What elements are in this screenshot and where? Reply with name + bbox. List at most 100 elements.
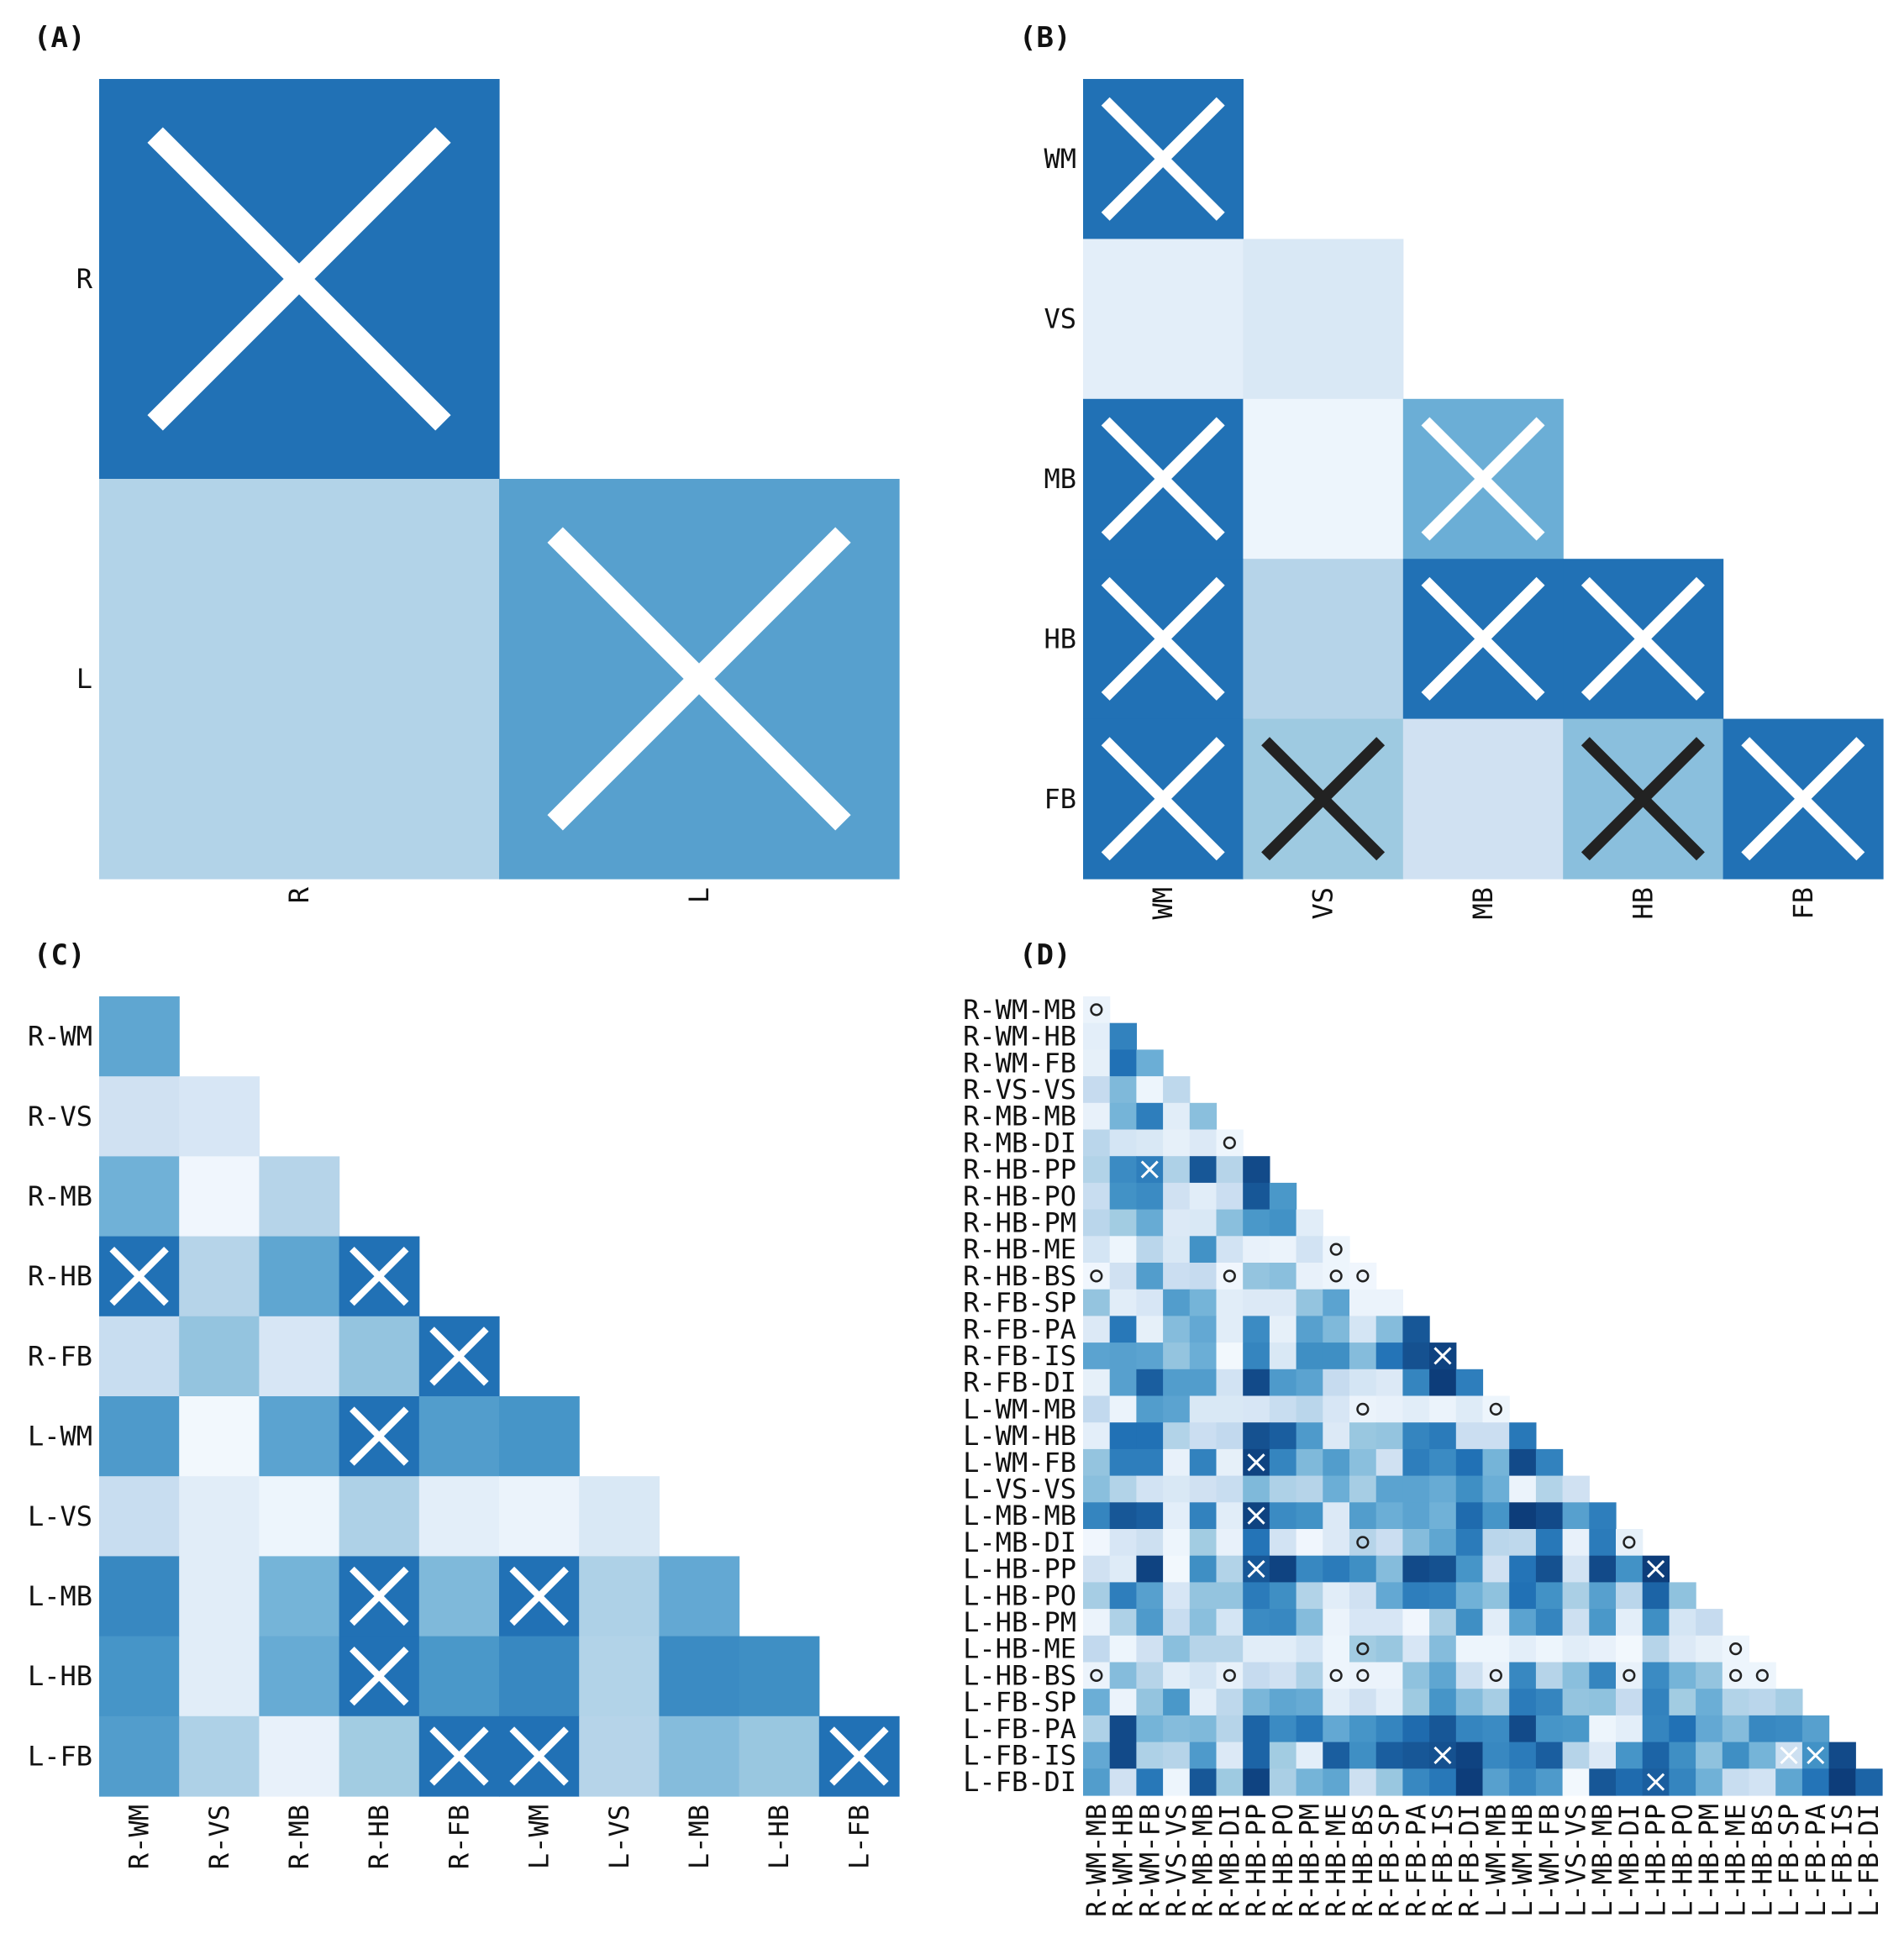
heatmap-cell [579,1636,660,1717]
x-tick-label: R-FB [443,1805,475,1869]
heatmap-cell [1189,1263,1218,1290]
heatmap-cell [1589,1582,1617,1610]
heatmap-cell [1349,1555,1377,1583]
heatmap-cell [1243,559,1404,720]
heatmap-cell [1083,1502,1111,1530]
y-tick-label: R-MB-DI [963,1127,1076,1159]
heatmap-cell [1269,1475,1297,1503]
y-tick-label: R-WM-FB [963,1047,1076,1079]
heatmap-cell [1375,1609,1403,1637]
significance-x-mark [1140,1160,1159,1179]
heatmap-cell [1296,1662,1323,1689]
heatmap-cell [1269,1263,1297,1290]
heatmap-cell [1535,1448,1564,1477]
heatmap-cell [1535,1529,1564,1557]
heatmap-cell [1189,1475,1218,1503]
y-tick-label: R [76,263,93,295]
panel-label-d: (D) [1019,938,1070,972]
heatmap-cell [1189,1422,1218,1450]
heatmap-cell [1642,1715,1670,1743]
y-tick-label: L-HB-ME [963,1633,1076,1665]
heatmap-cell [1722,1768,1750,1796]
heatmap-cell [1509,1448,1537,1477]
heatmap-cell [1216,1342,1244,1370]
x-tick-label: L-MB [683,1805,715,1869]
significance-o-mark [1755,1668,1769,1682]
heatmap-cell [418,1556,500,1637]
heatmap-cell [1109,1529,1137,1557]
panel-label-c: (C) [34,938,85,972]
heatmap-cell [1323,1395,1350,1423]
heatmap-cell [259,1476,340,1557]
heatmap-cell [1189,1555,1218,1583]
x-tick-label: L-HB-PO [1666,1804,1698,1917]
heatmap-cell [1642,1582,1670,1610]
heatmap-cell [1296,1395,1323,1423]
heatmap-cell [1323,1236,1350,1264]
heatmap-cell [1243,1342,1270,1370]
x-tick-label: L-WM [523,1805,555,1869]
significance-x-mark [350,1647,409,1706]
heatmap-cell [1216,1182,1244,1211]
x-tick-label: HB [1627,887,1659,920]
heatmap-cell [1163,1582,1191,1610]
y-tick-label: R-FB-IS [963,1340,1076,1372]
heatmap-cell [1482,1582,1510,1610]
heatmap-cell [1269,1662,1297,1689]
heatmap-cell [1482,1475,1510,1503]
y-tick-label: R-HB [28,1260,92,1292]
heatmap-cell [1216,1662,1244,1689]
significance-x-mark [1646,1559,1665,1579]
heatmap-cell [1455,1448,1484,1477]
y-tick-label: L-HB [28,1660,92,1692]
y-tick-label: L-HB-PM [963,1606,1076,1638]
x-tick-label: L-MB-MB [1586,1804,1618,1917]
significance-x-mark [1780,1746,1798,1765]
heatmap-cell [1216,1448,1244,1477]
heatmap-cell [1216,1475,1244,1503]
heatmap-cell [1509,1422,1537,1450]
heatmap-cell [1455,1369,1484,1397]
heatmap-cell [1749,1662,1776,1689]
significance-x-mark [350,1406,409,1466]
heatmap-cell [1163,1236,1191,1264]
heatmap-cell [1323,1635,1350,1663]
heatmap-cell [1109,1289,1137,1316]
heatmap-cell [1375,1289,1403,1316]
heatmap-cell [1243,1289,1270,1316]
heatmap-cell [1402,1635,1430,1663]
heatmap-cell [1535,1582,1564,1610]
heatmap-cell [1109,1502,1137,1530]
heatmap-cell [1375,1742,1403,1769]
heatmap-cell [1482,1502,1510,1530]
x-tick-label: L [683,887,715,903]
heatmap-cell [1083,1422,1111,1450]
heatmap-cell [1269,1395,1297,1423]
heatmap-cell [1562,1635,1590,1663]
heatmap-cell [1349,1635,1377,1663]
significance-o-mark [1090,1668,1103,1682]
heatmap-cell [1535,1502,1564,1530]
y-tick-label: R-MB-MB [963,1101,1076,1132]
heatmap-cell [1509,1502,1537,1530]
heatmap-cell [1136,1609,1164,1637]
heatmap-cell [1509,1529,1537,1557]
significance-x-mark [1101,97,1225,221]
x-tick-label: R-FB-PA [1400,1804,1432,1917]
heatmap-cell [1509,1635,1537,1663]
heatmap-cell [1375,1635,1403,1663]
heatmap-cell [1429,1529,1457,1557]
heatmap-cell [1083,1076,1111,1104]
heatmap-cell [99,1316,180,1397]
heatmap-cell [1323,1742,1350,1769]
significance-o-mark [1223,1269,1236,1283]
heatmap-cell [1083,1635,1111,1663]
heatmap-cell [1696,1635,1723,1663]
heatmap-cell [1296,1209,1323,1237]
y-tick-label: L-FB-PA [963,1713,1076,1745]
heatmap-cell [418,1476,500,1557]
heatmap-cell [1083,239,1244,400]
heatmap-cell [1455,1529,1484,1557]
heatmap-cell [579,1715,660,1797]
heatmap-cell [1402,1715,1430,1743]
